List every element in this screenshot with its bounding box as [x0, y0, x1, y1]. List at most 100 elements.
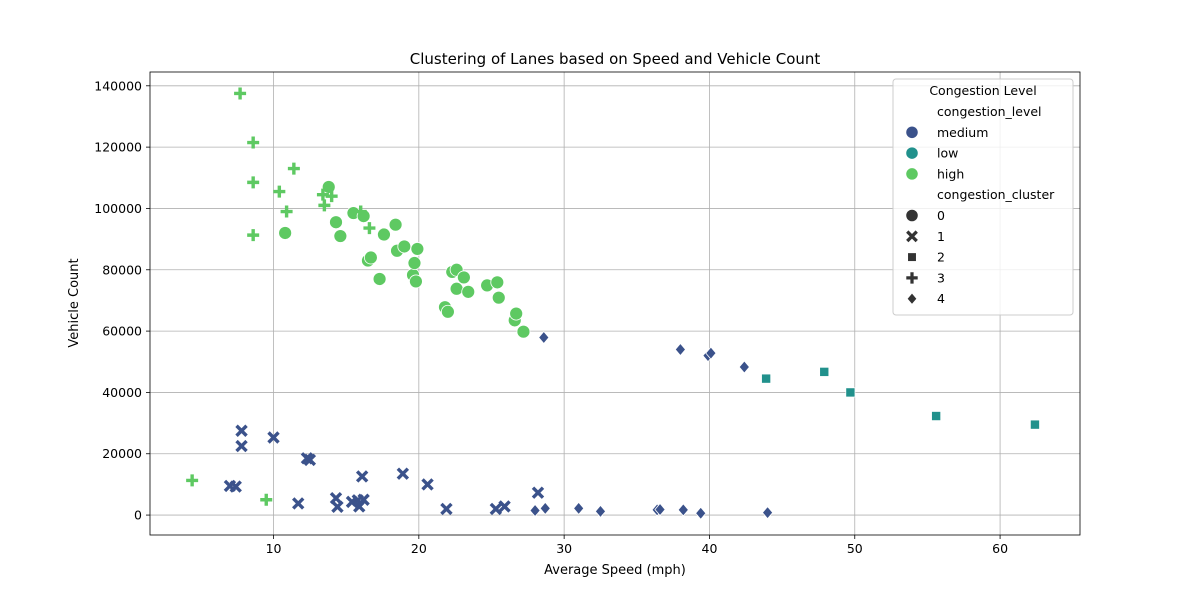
- axis-ticks: 10 20 30 40 50 600200004000060000800001000001…: [94, 78, 1008, 556]
- point-high-plus: [247, 229, 260, 242]
- legend-label-cluster-3: 3: [937, 270, 945, 285]
- point-high-plus: [260, 493, 273, 506]
- point-high-plus: [287, 162, 300, 175]
- point-high-plus: [186, 474, 199, 487]
- point-high-circle: [388, 217, 403, 232]
- legend-title: Congestion Level: [929, 83, 1036, 98]
- plot-frame: [149, 71, 1081, 536]
- point-medium-x: [331, 500, 344, 513]
- point-high-circle: [516, 324, 531, 339]
- legend-label-low: low: [937, 146, 958, 161]
- point-high-plus: [354, 205, 367, 218]
- point-medium-diamond: [761, 505, 774, 520]
- point-high-circle: [333, 229, 348, 243]
- chart-title: Clustering of Lanes based on Speed and V…: [410, 50, 821, 68]
- point-medium-diamond: [539, 501, 551, 515]
- point-high-circle: [490, 275, 505, 290]
- point-medium-diamond: [705, 346, 717, 360]
- point-high-circle: [461, 284, 476, 299]
- point-medium-x: [292, 497, 305, 510]
- point-medium-x: [303, 453, 317, 467]
- x-tick-label: 40: [702, 541, 718, 556]
- legend-marker-cluster-2: [907, 252, 917, 262]
- legend-marker-low: [905, 146, 919, 160]
- point-medium-diamond: [573, 501, 585, 515]
- point-high-circle: [377, 227, 391, 242]
- point-high-plus: [280, 205, 293, 218]
- point-high-circle: [372, 272, 387, 286]
- point-high-circle: [329, 215, 343, 230]
- y-tick-label: 120000: [94, 140, 142, 155]
- point-high-plus: [273, 185, 286, 198]
- point-medium-diamond: [695, 506, 707, 520]
- point-medium-x: [421, 478, 434, 491]
- legend-label-cluster-4: 4: [937, 291, 945, 306]
- point-high-circle: [440, 304, 455, 319]
- point-medium-diamond: [594, 504, 607, 519]
- x-tick-label: 60: [992, 541, 1008, 556]
- legend-label-high: high: [937, 166, 964, 181]
- point-low-square: [931, 411, 942, 422]
- legend-marker-cluster-4: [906, 292, 918, 306]
- point-medium-x: [229, 480, 242, 493]
- point-high-circle: [407, 256, 422, 270]
- y-axis-label: Vehicle Count: [67, 258, 82, 347]
- point-high-plus: [318, 199, 331, 212]
- point-high-plus: [325, 190, 338, 203]
- point-high-circle: [410, 242, 425, 256]
- point-high-circle: [449, 281, 464, 296]
- point-medium-x: [329, 492, 343, 505]
- legend-marker-cluster-3: [906, 272, 918, 284]
- legend-marker-medium: [905, 125, 919, 139]
- point-high-plus: [363, 222, 376, 235]
- y-tick-label: 140000: [94, 78, 142, 93]
- point-medium-x: [531, 486, 545, 499]
- point-medium-x: [357, 493, 370, 506]
- point-medium-x: [267, 431, 280, 444]
- point-high-plus: [247, 176, 260, 189]
- legend-hue-title: congestion_level: [937, 104, 1042, 119]
- point-medium-diamond: [738, 360, 750, 374]
- legend-marker-cluster-1: [906, 230, 918, 243]
- point-high-circle: [509, 306, 524, 321]
- point-high-circle: [409, 274, 423, 289]
- point-low-square: [761, 373, 772, 384]
- point-medium-x: [396, 467, 410, 480]
- point-medium-x: [489, 502, 503, 516]
- y-tick-label: 20000: [102, 446, 142, 461]
- legend-marker-high: [905, 167, 919, 181]
- legend-style-title: congestion_cluster: [937, 187, 1055, 202]
- x-tick-label: 50: [847, 541, 863, 556]
- y-tick-label: 60000: [102, 324, 142, 339]
- point-medium-diamond: [674, 342, 687, 357]
- point-high-circle: [491, 290, 506, 305]
- point-medium-x: [440, 502, 453, 516]
- point-low-square: [845, 387, 856, 398]
- x-tick-label: 30: [556, 541, 572, 556]
- y-tick-label: 100000: [94, 201, 142, 216]
- legend-label-cluster-2: 2: [937, 250, 945, 265]
- point-high-circle: [363, 250, 378, 265]
- x-tick-label: 20: [411, 541, 427, 556]
- legend-marker-cluster-0: [905, 208, 919, 223]
- point-high-circle: [456, 270, 471, 285]
- x-axis-label: Average Speed (mph): [544, 563, 686, 578]
- point-medium-diamond: [654, 502, 666, 517]
- point-medium-x: [235, 424, 248, 437]
- point-high-circle: [278, 226, 293, 240]
- point-medium-diamond: [677, 503, 689, 517]
- y-tick-label: 0: [134, 508, 142, 523]
- point-low-square: [819, 366, 830, 377]
- point-medium-x: [355, 470, 369, 483]
- legend-box: [892, 78, 1074, 316]
- point-medium-x: [498, 500, 511, 513]
- data-points: [186, 87, 1040, 520]
- y-tick-label: 80000: [102, 262, 142, 277]
- legend-label-medium: medium: [937, 125, 988, 140]
- point-high-plus: [234, 87, 247, 100]
- legend-label-cluster-1: 1: [937, 229, 945, 244]
- x-tick-label: 10: [266, 541, 282, 556]
